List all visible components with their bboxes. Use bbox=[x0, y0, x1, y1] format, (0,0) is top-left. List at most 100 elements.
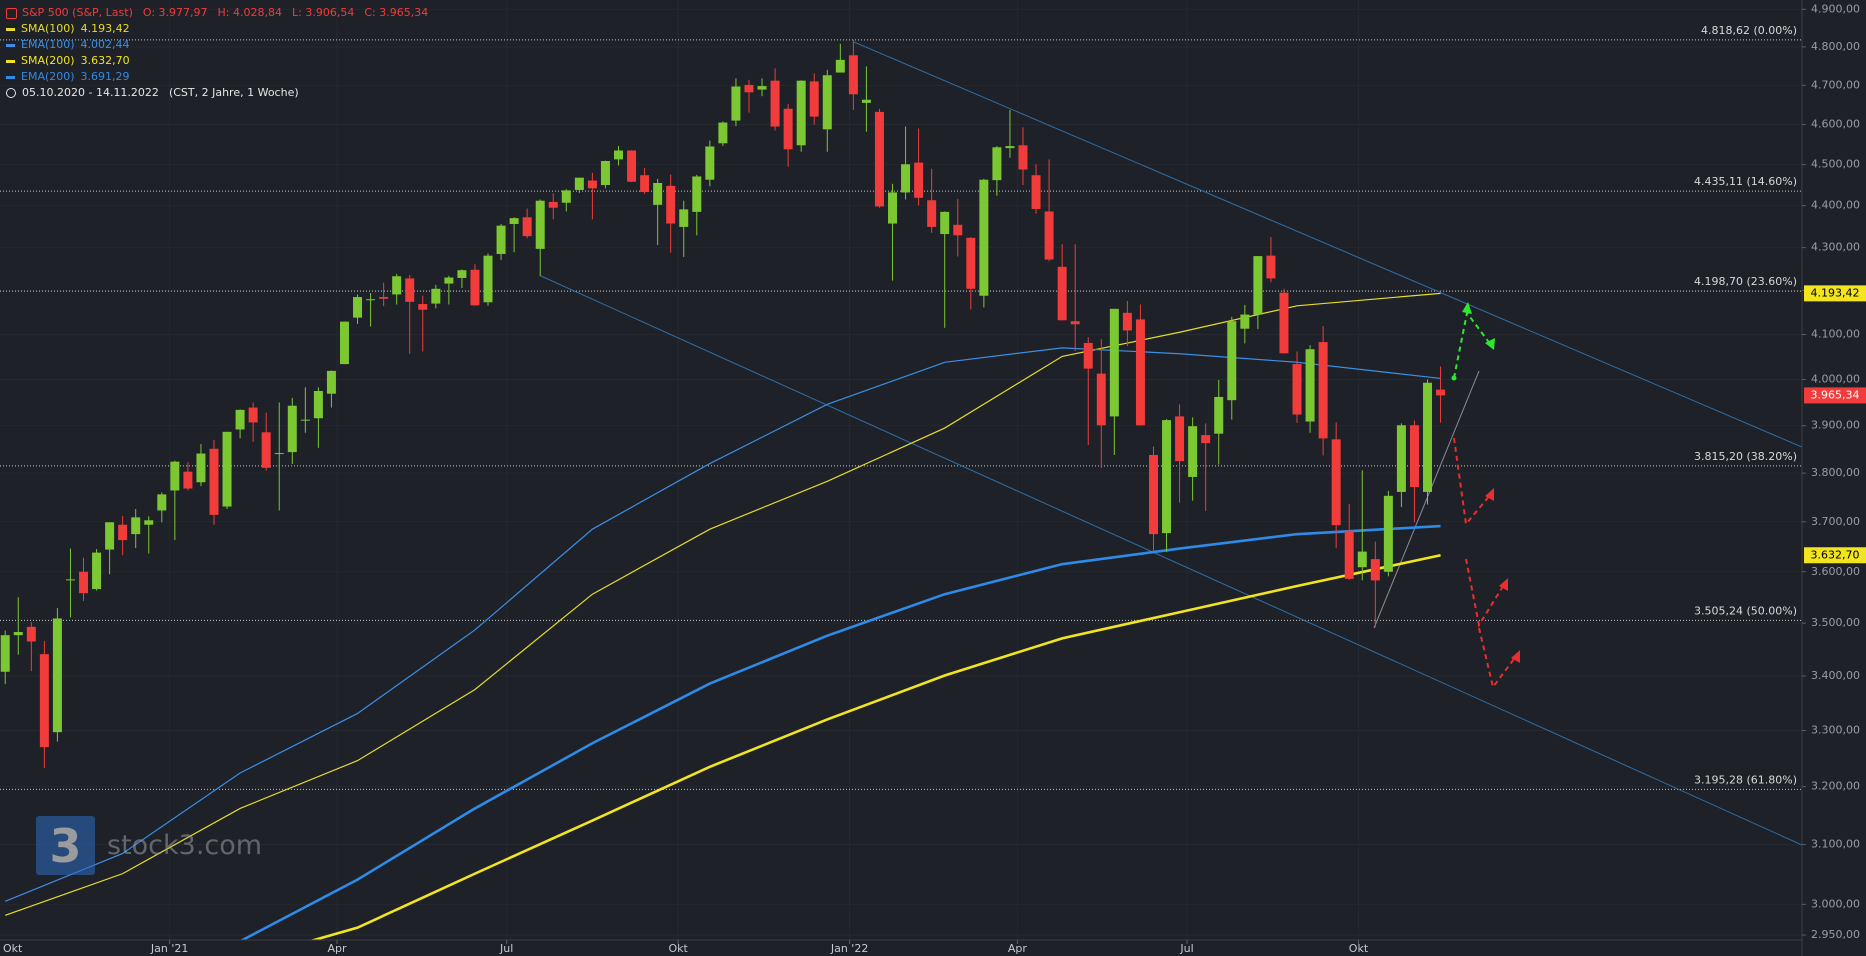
candle-body bbox=[209, 448, 219, 515]
candle-body bbox=[1409, 425, 1419, 488]
candle-body bbox=[353, 297, 363, 318]
candle-body bbox=[1031, 175, 1041, 209]
legend-entry: EMA(100) 4.002,44 bbox=[6, 37, 428, 53]
icon bbox=[6, 7, 17, 19]
candle-body bbox=[1266, 255, 1276, 279]
candle-body bbox=[1057, 266, 1067, 321]
candle-body bbox=[1005, 146, 1015, 149]
candle-body bbox=[666, 185, 676, 224]
candle-body bbox=[600, 161, 610, 186]
candle-body bbox=[1357, 551, 1367, 568]
ma-layer bbox=[4, 292, 1441, 940]
candle-body bbox=[953, 224, 963, 236]
price-marker-label: 3.632,70 bbox=[1811, 548, 1860, 561]
candle-body bbox=[522, 217, 532, 237]
x-tick-label: Okt bbox=[668, 942, 688, 955]
y-tick-label: 3.700,00 bbox=[1811, 515, 1860, 528]
arrow bbox=[1465, 558, 1506, 628]
support-line bbox=[1373, 370, 1480, 629]
ohlc-label: O: 3.977,97 bbox=[142, 6, 208, 19]
candle-body bbox=[835, 59, 845, 73]
candle-body bbox=[1331, 439, 1341, 526]
candle-body bbox=[1135, 319, 1145, 426]
fib-label: 4.818,62 (0.00%) bbox=[1701, 24, 1797, 37]
arrow bbox=[1478, 627, 1518, 690]
candle-body bbox=[1305, 349, 1315, 422]
candle-body bbox=[65, 579, 75, 581]
candle-body bbox=[457, 270, 467, 278]
candle-body bbox=[313, 390, 323, 419]
candle-body bbox=[1396, 425, 1406, 492]
date-range: 05.10.2020 - 14.11.2022 bbox=[22, 86, 159, 99]
legend-swatch bbox=[6, 43, 15, 47]
arrowhead bbox=[1511, 650, 1520, 663]
legend-swatch bbox=[6, 27, 15, 31]
candle-body bbox=[1253, 256, 1263, 315]
legend-value: 3.632,70 bbox=[80, 54, 130, 67]
candle-body bbox=[1436, 389, 1446, 396]
candle-body bbox=[1122, 312, 1132, 331]
fib-label: 4.198,70 (23.60%) bbox=[1694, 275, 1797, 288]
candle-body bbox=[574, 177, 584, 190]
candle-body bbox=[1214, 396, 1224, 434]
candle-body bbox=[1279, 292, 1289, 354]
price-marker-label: 3.965,34 bbox=[1811, 388, 1860, 401]
x-tick-label: Jan '21 bbox=[150, 942, 188, 955]
candle-body bbox=[26, 626, 36, 642]
candle-body bbox=[692, 176, 702, 212]
candle-body bbox=[627, 150, 637, 182]
candle-body bbox=[183, 471, 193, 489]
ohlc-label: H: 4.028,84 bbox=[217, 6, 282, 19]
legend-label: EMA(200) bbox=[21, 70, 75, 83]
y-tick-label: 3.300,00 bbox=[1811, 723, 1860, 736]
legend-label: SMA(100) bbox=[21, 22, 75, 35]
ma-line bbox=[239, 524, 1441, 940]
candle-body bbox=[1044, 211, 1054, 260]
candle-body bbox=[809, 81, 819, 117]
arrowhead bbox=[1499, 578, 1508, 591]
candle-body bbox=[1083, 342, 1093, 369]
trend-line bbox=[540, 275, 1802, 846]
range-row: 05.10.2020 - 14.11.2022 (CST, 2 Jahre, 1… bbox=[6, 85, 428, 101]
candle-body bbox=[418, 304, 428, 310]
candle-body bbox=[1227, 321, 1237, 401]
candle-body bbox=[1201, 435, 1211, 444]
candle-body bbox=[679, 209, 689, 227]
candle-body bbox=[496, 225, 506, 254]
candle-body bbox=[170, 461, 180, 491]
x-tick-label: Apr bbox=[1008, 942, 1028, 955]
candle-body bbox=[1175, 416, 1185, 462]
y-tick-label: 4.100,00 bbox=[1811, 327, 1860, 340]
candle-body bbox=[848, 55, 858, 95]
legend-entry: SMA(100) 4.193,42 bbox=[6, 21, 428, 37]
arrowhead bbox=[1485, 488, 1494, 501]
y-tick-label: 4.300,00 bbox=[1811, 241, 1860, 254]
symbol-title: S&P 500 (S&P, Last) bbox=[22, 6, 133, 19]
legend-swatch bbox=[6, 75, 15, 79]
arrow bbox=[1453, 437, 1492, 527]
candle-body bbox=[861, 99, 871, 103]
fib-layer: 4.818,62 (0.00%) 4.435,11 (14.60%) 4.198,7… bbox=[0, 24, 1802, 790]
candle-body bbox=[105, 522, 115, 550]
y-tick-label: 4.600,00 bbox=[1811, 118, 1860, 131]
candle-body bbox=[0, 635, 10, 672]
x-tick-label: Jan '22 bbox=[830, 942, 868, 955]
candle-body bbox=[731, 86, 741, 121]
candle-body bbox=[144, 520, 154, 525]
y-tick-label: 3.500,00 bbox=[1811, 616, 1860, 629]
candle-body bbox=[640, 175, 650, 193]
x-tick-label: Apr bbox=[328, 942, 348, 955]
candle-body bbox=[1148, 454, 1158, 535]
candle-body bbox=[718, 122, 728, 144]
candle-body bbox=[470, 269, 480, 306]
scenario-arrows bbox=[1451, 302, 1520, 690]
fib-label: 3.505,24 (50.00%) bbox=[1694, 604, 1797, 617]
candle-body bbox=[1018, 145, 1028, 170]
x-tick-label: Jul bbox=[499, 942, 513, 955]
candle-body bbox=[79, 571, 89, 594]
grid-layer bbox=[0, 0, 1802, 940]
candle-body bbox=[235, 409, 245, 430]
ohlc-label: C: 3.965,34 bbox=[364, 6, 429, 19]
